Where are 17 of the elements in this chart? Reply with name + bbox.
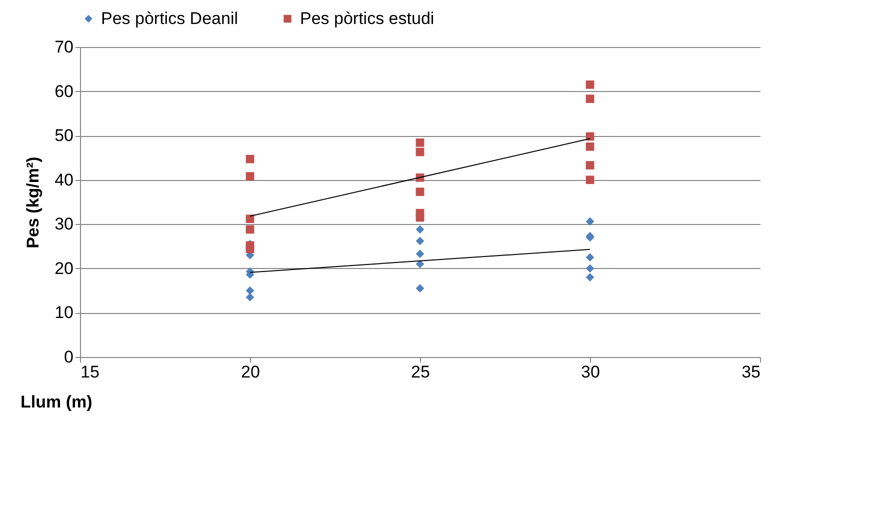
x-tick-label: 30 bbox=[581, 362, 600, 382]
x-axis-title: Llum (m) bbox=[20, 392, 92, 412]
x-tick-label: 35 bbox=[742, 362, 760, 382]
y-tick-label: 50 bbox=[54, 126, 74, 146]
y-tick-label: 0 bbox=[64, 348, 74, 366]
y-tick-label: 20 bbox=[54, 258, 74, 278]
legend-label: Pes pòrtics estudi bbox=[300, 8, 434, 28]
legend-label: Pes pòrtics Deanil bbox=[101, 8, 238, 28]
y-tick-label: 70 bbox=[54, 38, 74, 56]
y-axis-title: Pes (kg/m²) bbox=[24, 156, 43, 248]
y-tick-label: 10 bbox=[54, 303, 74, 322]
y-tick-label: 30 bbox=[54, 214, 74, 234]
x-tick-label: 15 bbox=[80, 362, 100, 382]
y-tick-label: 60 bbox=[54, 82, 74, 101]
x-tick-label: 20 bbox=[241, 362, 260, 382]
y-tick-label: 40 bbox=[54, 170, 74, 190]
x-tick-label: 25 bbox=[411, 362, 430, 382]
